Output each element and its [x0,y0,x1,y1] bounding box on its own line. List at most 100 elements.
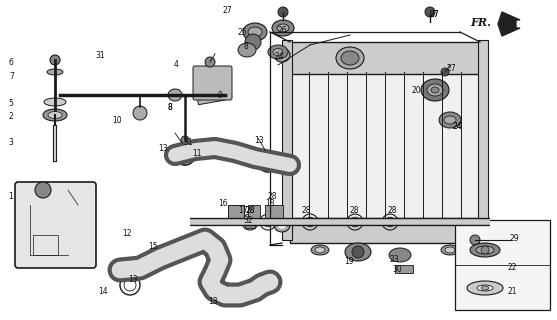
Ellipse shape [311,245,329,255]
Text: 9: 9 [218,91,223,100]
Ellipse shape [274,218,290,232]
Circle shape [352,246,364,258]
Ellipse shape [481,286,489,290]
Text: 32: 32 [243,215,253,225]
Ellipse shape [44,98,66,106]
Text: 8: 8 [168,102,173,111]
Ellipse shape [273,49,283,55]
Text: 30: 30 [392,266,402,275]
Text: 19: 19 [344,258,354,267]
Ellipse shape [268,45,288,59]
Text: 15: 15 [148,242,158,251]
Text: 27: 27 [430,10,439,19]
Text: 26: 26 [278,26,287,35]
Ellipse shape [389,248,411,262]
Circle shape [441,68,449,76]
Text: 28: 28 [246,205,256,214]
Ellipse shape [278,221,286,228]
Text: 4: 4 [174,60,179,68]
Text: FR.: FR. [470,17,491,28]
Ellipse shape [336,47,364,69]
Circle shape [50,55,60,65]
Circle shape [245,34,261,50]
Text: 18: 18 [265,198,275,207]
Bar [455,220,550,310]
Bar [290,70,480,220]
Ellipse shape [47,69,63,75]
Circle shape [35,182,51,198]
Text: 31: 31 [95,51,105,60]
Text: 28: 28 [268,191,277,201]
Text: 12: 12 [122,228,131,237]
Circle shape [181,136,189,144]
Text: 23: 23 [390,255,399,265]
Ellipse shape [277,24,289,32]
Ellipse shape [439,112,461,128]
Ellipse shape [315,247,325,253]
Text: 13: 13 [158,143,168,153]
Ellipse shape [427,84,443,96]
Bar [265,205,283,219]
Text: 28: 28 [350,205,359,214]
Ellipse shape [467,281,503,295]
Ellipse shape [238,43,256,57]
Ellipse shape [431,87,439,93]
Ellipse shape [470,243,500,257]
Bar [282,40,292,240]
Polygon shape [498,12,520,36]
FancyBboxPatch shape [15,182,96,268]
Text: 21: 21 [508,287,517,297]
Ellipse shape [168,89,182,101]
Circle shape [133,106,147,120]
Text: 28: 28 [246,205,256,214]
Bar [228,205,244,225]
Ellipse shape [476,246,494,254]
Ellipse shape [441,245,459,255]
Text: 28: 28 [302,205,311,214]
Ellipse shape [48,111,62,118]
Text: 5: 5 [8,99,13,108]
Bar [33,235,58,255]
Text: 10: 10 [112,116,121,124]
Text: 17: 17 [238,205,248,214]
Text: 27: 27 [447,63,457,73]
Text: 8: 8 [244,42,249,51]
Ellipse shape [243,23,267,41]
Ellipse shape [278,52,286,59]
Circle shape [278,7,288,17]
Ellipse shape [341,51,359,65]
Text: 13: 13 [254,135,263,145]
Text: 6: 6 [8,58,13,67]
Text: 14: 14 [98,287,108,297]
Ellipse shape [421,79,449,101]
Bar [195,80,226,105]
Circle shape [481,246,489,254]
Text: 29: 29 [510,234,520,243]
Text: 11: 11 [192,148,202,157]
Text: 24: 24 [275,52,285,60]
Ellipse shape [248,27,262,37]
Text: 25: 25 [238,28,248,36]
Text: 2: 2 [8,111,13,121]
Bar [245,218,255,228]
Circle shape [425,7,435,17]
Bar [395,265,413,273]
Bar [290,218,480,243]
Text: 16: 16 [218,198,228,207]
Ellipse shape [477,285,493,291]
Text: 20: 20 [412,85,422,94]
Text: 27: 27 [430,10,439,19]
Text: 13: 13 [128,276,138,284]
Text: 24: 24 [453,122,463,131]
Bar [290,42,480,74]
Ellipse shape [43,109,67,121]
Bar [478,40,488,240]
Bar [248,205,260,221]
Text: 28: 28 [388,205,398,214]
Ellipse shape [345,243,371,261]
Circle shape [205,57,215,67]
Ellipse shape [272,20,294,36]
Text: 27: 27 [223,5,233,14]
Text: 13: 13 [208,298,218,307]
Text: 31: 31 [183,138,193,147]
